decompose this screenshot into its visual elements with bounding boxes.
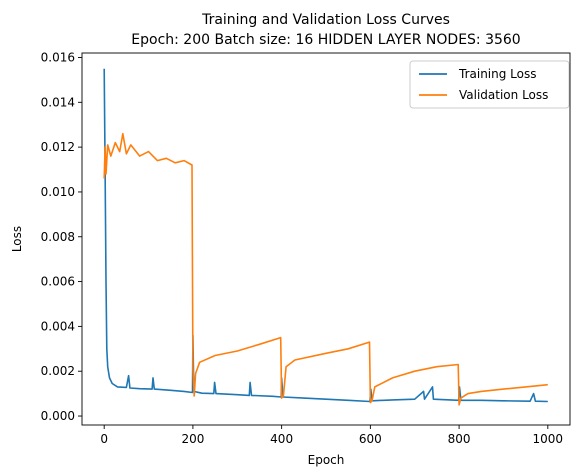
x-axis: 0 200 400 600 800 1000 [100, 425, 563, 446]
y-tick-label: 0.012 [41, 140, 75, 154]
series-line-training [103, 68, 548, 403]
x-tick-label: 800 [448, 432, 471, 446]
x-tick-label: 200 [181, 432, 204, 446]
legend: Training Loss Validation Loss [409, 60, 570, 109]
y-axis-label: Loss [10, 226, 24, 252]
y-axis: 0.000 0.002 0.004 0.006 0.008 0.010 0.012 0.014… [41, 50, 82, 423]
y-tick-label: 0.004 [41, 319, 75, 333]
y-tick-label: 0.002 [41, 364, 75, 378]
plot-area [81, 52, 571, 426]
y-tick-label: 0.008 [41, 230, 75, 244]
y-tick-label: 0.006 [41, 275, 75, 289]
series-line-validation [103, 132, 548, 406]
x-tick-label: 400 [270, 432, 293, 446]
chart-subtitle: Epoch: 200 Batch size: 16 HIDDEN LAYER N… [131, 32, 520, 48]
x-tick-label: 600 [359, 432, 382, 446]
y-tick-label: 0.014 [41, 95, 75, 109]
x-tick-label: 1000 [533, 432, 564, 446]
y-tick-label: 0.000 [41, 409, 75, 423]
chart-title: Training and Validation Loss Curves [201, 12, 450, 28]
legend-label-training: Training Loss [458, 67, 536, 81]
legend-box [409, 60, 570, 109]
y-tick-label: 0.010 [41, 185, 75, 199]
y-tick-label: 0.016 [41, 50, 75, 64]
x-axis-label: Epoch [308, 453, 345, 467]
x-tick-label: 0 [100, 432, 108, 446]
legend-label-validation: Validation Loss [459, 88, 548, 102]
plot-frame [81, 52, 571, 426]
